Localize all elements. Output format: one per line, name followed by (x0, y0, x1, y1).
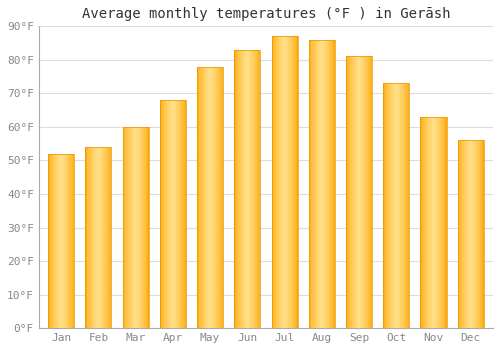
Bar (122, 127, 148, 328)
Bar (272, 36, 297, 328)
Bar (383, 83, 409, 328)
Bar (308, 40, 335, 328)
Bar (420, 117, 446, 328)
Bar (234, 50, 260, 328)
Bar (48, 154, 74, 328)
Bar (86, 147, 112, 328)
Bar (346, 56, 372, 328)
Title: Average monthly temperatures (°F ) in Gerāsh: Average monthly temperatures (°F ) in Ge… (82, 7, 450, 21)
Bar (197, 66, 223, 328)
Bar (458, 140, 483, 328)
Bar (160, 100, 186, 328)
